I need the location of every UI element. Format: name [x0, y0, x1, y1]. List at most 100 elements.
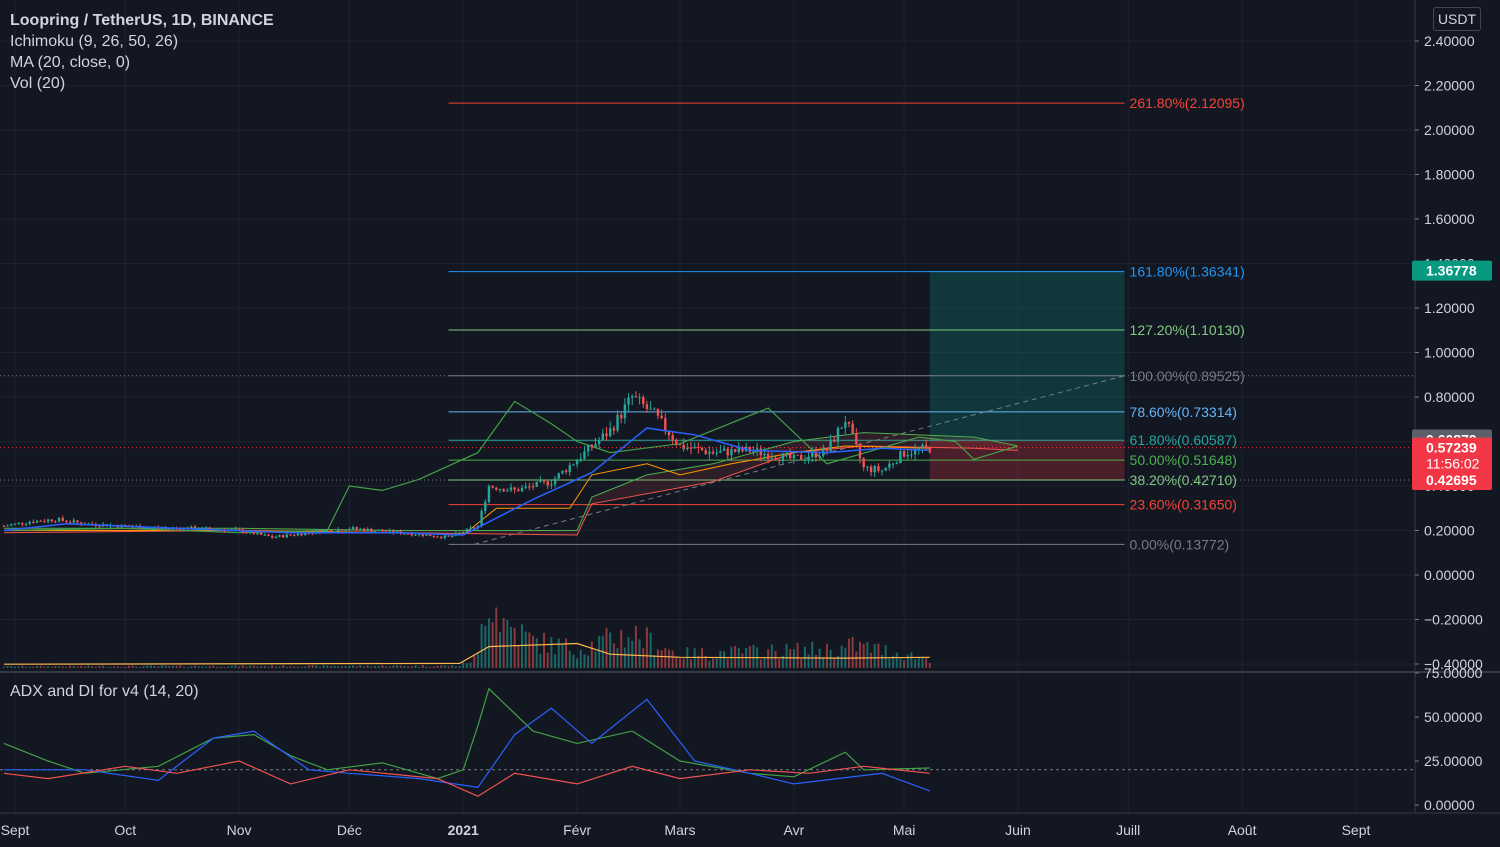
candle-body [57, 517, 61, 522]
volume-bar [399, 665, 402, 668]
candle-body [480, 511, 483, 526]
candle-body [359, 528, 362, 530]
volume-bar [91, 666, 94, 668]
candle-body [487, 486, 491, 503]
adx-legend[interactable]: ADX and DI for v4 (14, 20) [10, 683, 199, 700]
volume-bar [664, 648, 667, 668]
candle-body [546, 481, 549, 486]
candle-body [50, 519, 53, 522]
volume-bar [528, 632, 531, 668]
currency-badge[interactable]: USDT [1433, 7, 1481, 31]
candle-body [326, 530, 329, 532]
candle-body [535, 481, 538, 487]
candle-body [164, 528, 167, 530]
volume-bar [576, 658, 579, 668]
volume-bar [671, 650, 674, 668]
volume-bar [230, 665, 233, 668]
volume-bar [594, 651, 597, 668]
volume-bar [701, 648, 704, 668]
volume-bar [124, 666, 127, 668]
candle-body [759, 448, 763, 456]
volume-bar [6, 665, 9, 668]
candle-body [491, 486, 494, 488]
volume-bar [377, 665, 380, 668]
volume-bar [653, 655, 656, 668]
candle-body [337, 529, 340, 532]
candle-body [913, 448, 917, 455]
candle-body [844, 422, 847, 428]
candle-body [620, 414, 623, 419]
volume-bar [50, 667, 53, 668]
candle-body [469, 527, 472, 529]
ichimoku-legend[interactable]: Ichimoku (9, 26, 50, 26) [10, 33, 179, 50]
volume-bar [774, 650, 777, 668]
candle-body [384, 531, 388, 533]
volume-bar [484, 625, 487, 668]
volume-bar [282, 665, 285, 668]
candle-body [917, 448, 920, 450]
volume-bar [693, 648, 696, 668]
volume-bar [344, 666, 347, 668]
volume-bar [612, 643, 615, 668]
candle-body [373, 530, 377, 532]
volume-bar [359, 665, 362, 668]
volume-bar [881, 654, 884, 668]
volume-bar [307, 665, 310, 668]
volume-bar [418, 666, 421, 668]
time-axis-label: Sept [1, 822, 30, 838]
candle-body [789, 453, 792, 459]
volume-bar [807, 654, 810, 668]
candle-body [520, 487, 524, 492]
candle-body [631, 396, 634, 398]
candle-body [719, 450, 722, 453]
volume-bar [723, 651, 726, 668]
volume-bar [179, 665, 182, 668]
volume-bar [385, 666, 388, 668]
volume-bar [87, 665, 90, 668]
volume-bar [138, 667, 141, 668]
volume-bar [719, 650, 722, 668]
ma-legend[interactable]: MA (20, close, 0) [10, 54, 131, 71]
volume-bar [293, 666, 296, 668]
price-axis-label: −0.40000 [1424, 656, 1483, 672]
candle-body [98, 525, 101, 527]
candle-body [392, 530, 395, 533]
candle-body [884, 467, 887, 471]
volume-bar [866, 642, 869, 668]
candle-body [888, 463, 891, 468]
volume-bar [598, 636, 601, 668]
candle-body [608, 428, 612, 437]
volume-bar [870, 652, 873, 668]
volume-bar [892, 655, 895, 668]
candle-body [660, 415, 663, 419]
volume-bar [543, 632, 546, 668]
candle-body [689, 447, 693, 449]
volume-bar [759, 659, 762, 668]
candle-body [451, 535, 454, 537]
symbol-title[interactable]: Loopring / TetherUS, 1D, BINANCE [10, 12, 274, 29]
time-axis-label: 2021 [448, 822, 479, 838]
candle-body [605, 433, 608, 437]
volume-bar [914, 659, 917, 668]
candle-body [711, 451, 715, 454]
volume-bar [28, 666, 31, 668]
volume-bar [392, 665, 395, 668]
volume-bar [249, 665, 252, 668]
volume-bar [480, 624, 483, 668]
volume-bar [502, 617, 505, 668]
candle-body [425, 534, 428, 536]
candle-body [910, 454, 913, 456]
candle-body [282, 535, 285, 538]
candle-body [24, 523, 28, 525]
volume-bar [572, 654, 575, 668]
candle-body [803, 459, 807, 461]
volume-bar [65, 666, 68, 668]
volume-bar [605, 627, 608, 668]
candle-body [697, 446, 700, 448]
volume-bar [296, 666, 299, 668]
candle-body [502, 489, 505, 492]
vol-legend[interactable]: Vol (20) [10, 75, 66, 92]
candle-body [506, 490, 509, 492]
volume-bar [535, 638, 538, 668]
